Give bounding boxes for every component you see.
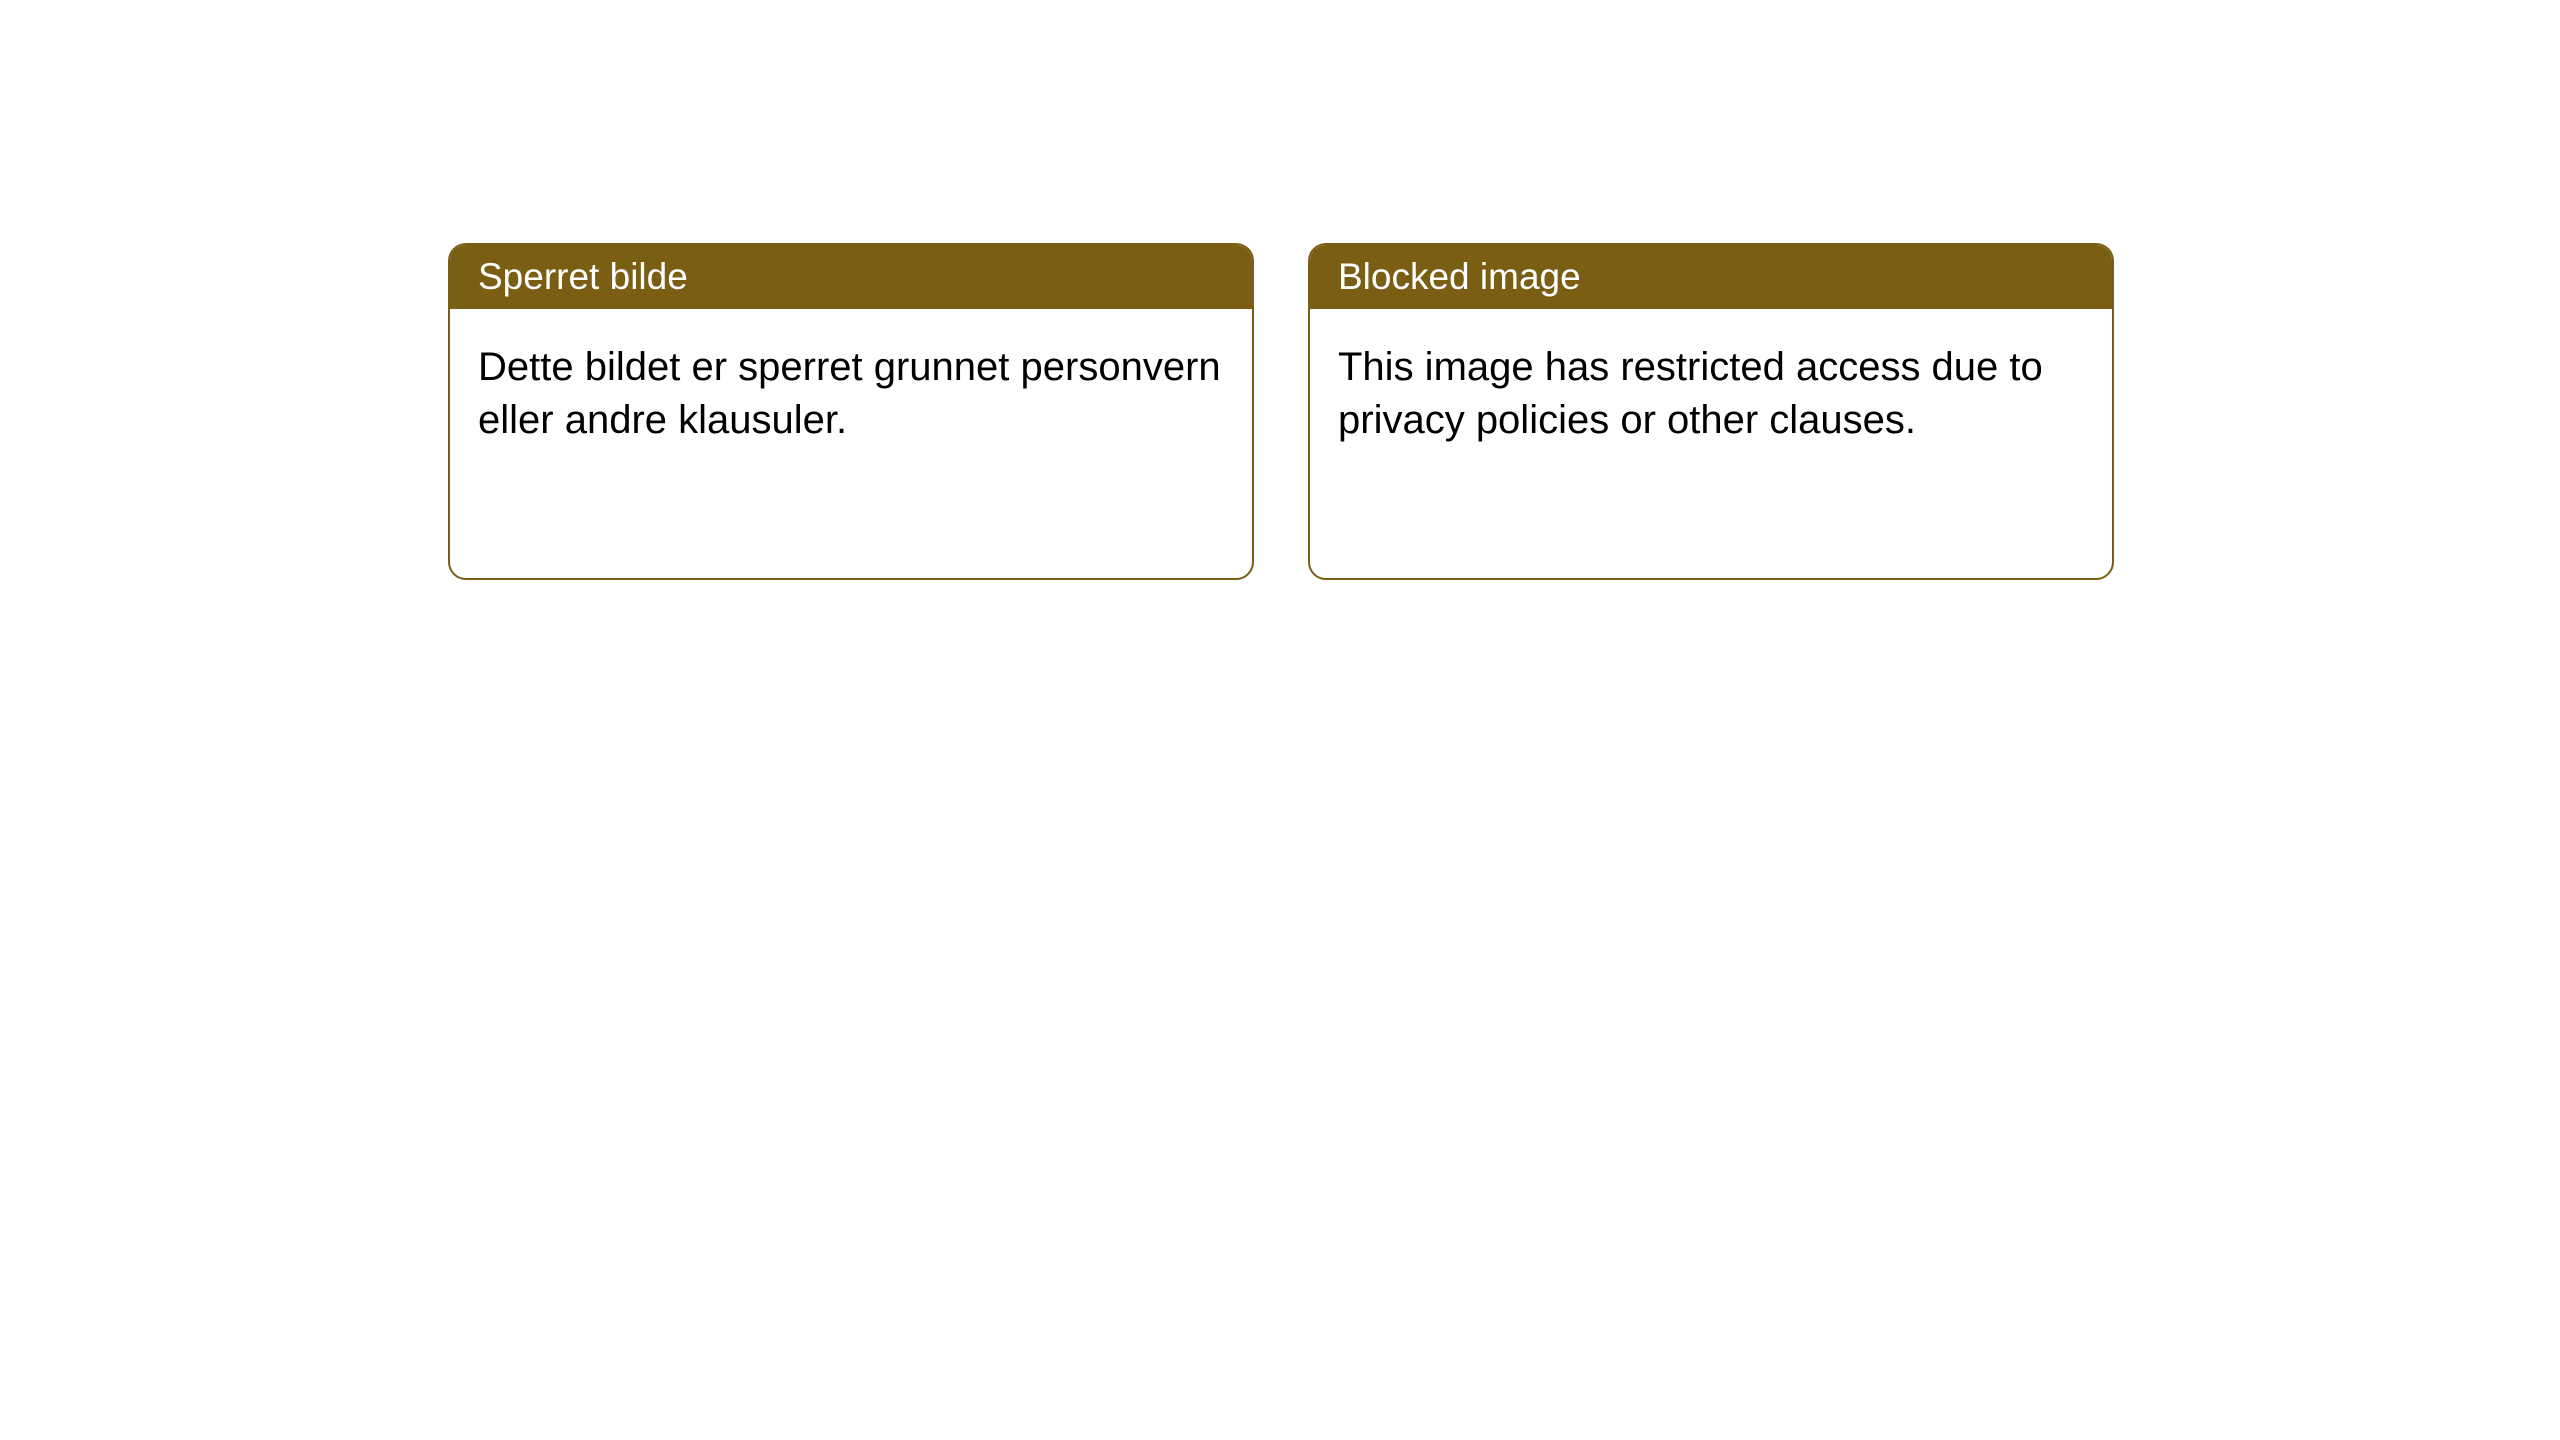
notice-card-norwegian: Sperret bilde Dette bildet er sperret gr… xyxy=(448,243,1254,580)
notice-container: Sperret bilde Dette bildet er sperret gr… xyxy=(448,243,2114,580)
notice-card-english: Blocked image This image has restricted … xyxy=(1308,243,2114,580)
notice-body-norwegian: Dette bildet er sperret grunnet personve… xyxy=(450,309,1252,479)
notice-title-norwegian: Sperret bilde xyxy=(450,245,1252,309)
notice-title-english: Blocked image xyxy=(1310,245,2112,309)
notice-body-english: This image has restricted access due to … xyxy=(1310,309,2112,479)
